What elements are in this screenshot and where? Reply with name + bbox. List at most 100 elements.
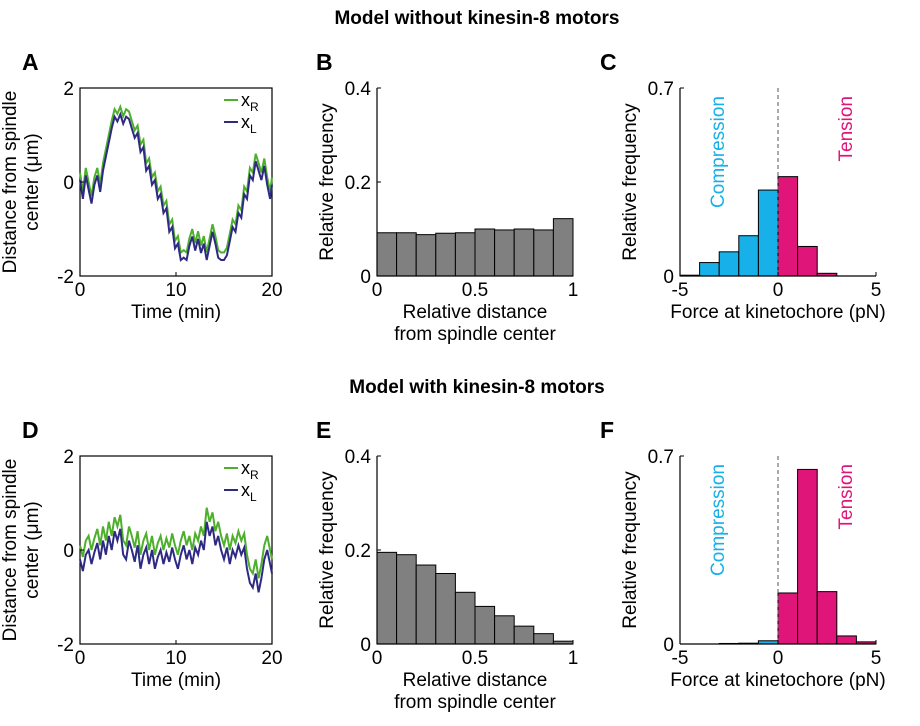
bar-b-5 (474, 228, 496, 277)
x-tick-label-f-0: -5 (672, 648, 689, 669)
bar-b-1 (396, 232, 417, 277)
x-tick-label-a-2: 20 (261, 280, 282, 301)
x-tick-label-f-2: 5 (871, 648, 882, 669)
x-tick-label-d-2: 20 (261, 648, 282, 669)
x-axis-label-d: Time (min) (131, 670, 221, 691)
y-axis-label-c: Relative frequency (620, 103, 641, 261)
x-tick-label-a-0: 0 (75, 280, 86, 301)
bar-c-4 (757, 189, 779, 277)
bar-c-6 (797, 245, 818, 277)
x-tick-label-c-1: 0 (773, 280, 784, 301)
y-axis-label-a: Distance from spindle (0, 91, 21, 274)
y-tick-label-d-2: 2 (63, 447, 74, 468)
series-line-xl-d (79, 521, 273, 593)
bar-e-7 (513, 625, 535, 645)
panel-label-f: F (600, 417, 614, 443)
bar-b-4 (454, 232, 476, 277)
x-tick-label-d-1: 10 (165, 648, 186, 669)
series-line-xr-d (79, 507, 273, 579)
panel-label-e: E (316, 417, 331, 443)
y-tick-label-a-2: 2 (63, 79, 74, 100)
x-tick-label-e-0: 0 (372, 648, 383, 669)
series-line-xr-a (79, 103, 273, 255)
bar-e-2 (415, 564, 437, 645)
y-axis-label-line2-a: center (μm) (22, 133, 43, 231)
y-tick-label-d-0: -2 (57, 635, 74, 656)
y-tick-label-e-2: 0.4 (345, 447, 372, 468)
y-tick-label-c-0: 0 (663, 267, 674, 288)
x-axis-label-b: Relative distance (403, 302, 548, 323)
bar-b-7 (513, 228, 535, 277)
y-axis-label-e: Relative frequency (317, 471, 338, 629)
y-tick-label-a-0: -2 (57, 267, 74, 288)
legend-label-xr-a: xR (241, 90, 259, 114)
x-tick-label-e-1: 0.5 (462, 648, 488, 669)
y-tick-label-c-1: 0.7 (648, 79, 674, 100)
annotation-compression-c: Compression (708, 96, 729, 208)
bar-e-3 (435, 573, 456, 645)
bar-b-2 (415, 234, 437, 277)
series-line-xl-a (79, 111, 273, 262)
bar-e-1 (396, 554, 417, 645)
x-axis-label-f: Force at kinetochore (pN) (670, 670, 885, 691)
bar-b-6 (494, 229, 515, 277)
y-tick-label-e-1: 0.2 (345, 541, 371, 562)
x-tick-label-d-0: 0 (75, 648, 86, 669)
y-axis-label-b: Relative frequency (317, 103, 338, 261)
bar-f-5 (777, 592, 799, 645)
y-axis-label-line2-d: center (μm) (22, 501, 43, 599)
annotation-tension-c: Tension (836, 96, 857, 162)
panel-label-c: C (600, 49, 617, 75)
x-tick-label-b-2: 1 (568, 280, 579, 301)
panel-label-d: D (22, 417, 39, 443)
x-axis-label2-e: from spindle center (394, 692, 556, 713)
x-axis-label-c: Force at kinetochore (pN) (670, 302, 885, 323)
bar-f-6 (797, 468, 818, 645)
bar-f-7 (816, 591, 838, 645)
legend-label-xl-a: xL (241, 112, 257, 136)
y-tick-label-b-0: 0 (360, 267, 371, 288)
x-axis-label-a: Time (min) (131, 302, 221, 323)
bar-e-4 (454, 591, 476, 645)
y-axis-label-d: Distance from spindle (0, 459, 21, 642)
y-axis-label-f: Relative frequency (620, 471, 641, 629)
x-tick-label-a-1: 10 (165, 280, 186, 301)
annotation-tension-f: Tension (836, 464, 857, 530)
y-tick-label-b-2: 0.4 (345, 79, 372, 100)
bar-e-5 (474, 605, 496, 645)
header-top: Model without kinesin-8 motors (334, 8, 619, 29)
bar-f-8 (836, 635, 857, 645)
x-axis-label-e: Relative distance (403, 670, 548, 691)
bar-e-8 (533, 633, 554, 645)
y-tick-label-b-1: 0.2 (345, 173, 371, 194)
bar-c-3 (738, 235, 759, 277)
x-tick-label-b-0: 0 (372, 280, 383, 301)
y-tick-label-a-1: 0 (63, 173, 74, 194)
legend-label-xr-d: xR (241, 458, 259, 482)
bar-c-1 (699, 262, 720, 277)
y-tick-label-d-1: 0 (63, 541, 74, 562)
x-axis-label2-b: from spindle center (394, 324, 556, 345)
bar-c-5 (777, 176, 799, 277)
x-tick-label-c-0: -5 (672, 280, 689, 301)
y-tick-label-e-0: 0 (360, 635, 371, 656)
panel-label-b: B (316, 49, 333, 75)
legend-label-xl-d: xL (241, 480, 257, 504)
bar-b-3 (435, 232, 456, 277)
x-tick-label-c-2: 5 (871, 280, 882, 301)
annotation-compression-f: Compression (708, 464, 729, 576)
y-tick-label-f-0: 0 (663, 635, 674, 656)
header-bottom: Model with kinesin-8 motors (349, 377, 604, 398)
panel-label-a: A (22, 49, 39, 75)
x-tick-label-e-2: 1 (568, 648, 579, 669)
bar-e-6 (494, 615, 515, 645)
bar-b-9 (552, 218, 574, 277)
y-tick-label-f-1: 0.7 (648, 447, 674, 468)
bar-b-0 (376, 232, 398, 277)
x-tick-label-f-1: 0 (773, 648, 784, 669)
bar-c-2 (718, 251, 740, 277)
x-tick-label-b-1: 0.5 (462, 280, 488, 301)
bar-b-8 (533, 229, 554, 277)
bar-e-0 (376, 551, 398, 645)
